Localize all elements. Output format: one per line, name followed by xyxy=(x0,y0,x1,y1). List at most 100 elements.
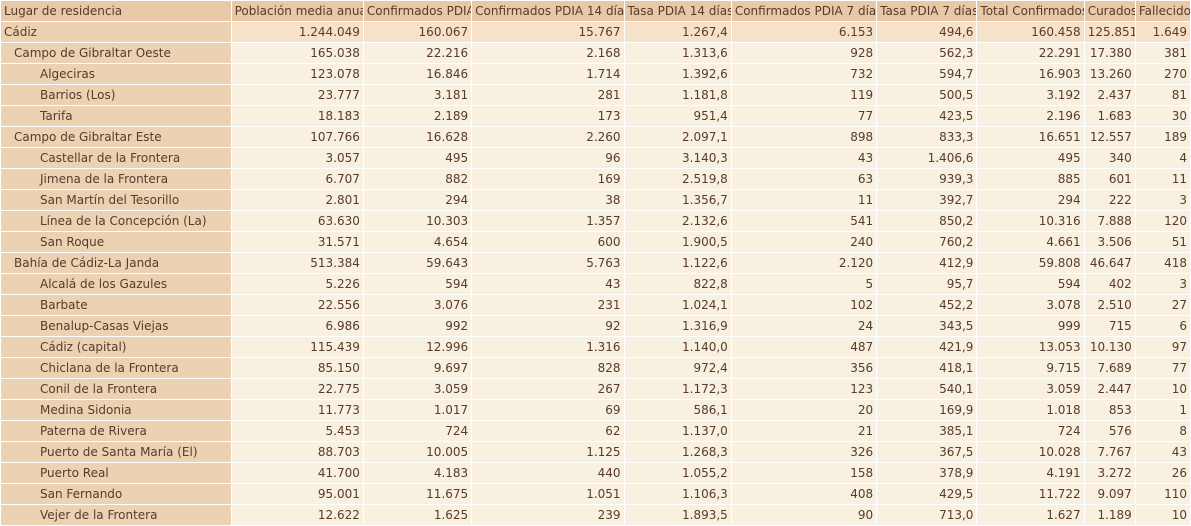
cell-tasa-7-dias: 421,9 xyxy=(877,337,977,357)
cell-confirmados-14-dias: 281 xyxy=(472,85,624,105)
cell-fallecidos: 10 xyxy=(1135,505,1190,525)
cell-lugar: Puerto Real xyxy=(1,463,231,483)
cell-curados: 222 xyxy=(1084,190,1135,210)
cell-curados: 2.510 xyxy=(1084,295,1135,315)
table-row: San Martín del Tesorillo 2.801 294 38 1.356,… xyxy=(1,190,1190,210)
cell-confirmados-pdia: 1.017 xyxy=(363,400,472,420)
cell-lugar: Bahía de Cádiz-La Janda xyxy=(1,253,231,273)
column-header-fallecidos[interactable]: Fallecidos xyxy=(1135,1,1190,21)
cell-total-confirmados: 9.715 xyxy=(977,358,1084,378)
cell-tasa-14-dias: 1.024,1 xyxy=(624,295,731,315)
column-header-poblacion[interactable]: Población media anual xyxy=(231,1,363,21)
cell-tasa-7-dias: 423,5 xyxy=(877,106,977,126)
cell-confirmados-7-dias: 20 xyxy=(731,400,877,420)
cell-confirmados-pdia: 4.654 xyxy=(363,232,472,252)
cell-fallecidos: 51 xyxy=(1135,232,1190,252)
column-header-confirmados-pdia[interactable]: Confirmados PDIA xyxy=(363,1,472,21)
column-header-curados[interactable]: Curados xyxy=(1084,1,1135,21)
cell-tasa-14-dias: 1.122,6 xyxy=(624,253,731,273)
cell-confirmados-14-dias: 440 xyxy=(472,463,624,483)
cell-curados: 3.272 xyxy=(1084,463,1135,483)
cell-total-confirmados: 2.196 xyxy=(977,106,1084,126)
column-header-tasa-14-dias[interactable]: Tasa PDIA 14 días xyxy=(624,1,731,21)
cell-tasa-14-dias: 1.137,0 xyxy=(624,421,731,441)
cell-tasa-7-dias: 367,5 xyxy=(877,442,977,462)
cell-tasa-14-dias: 1.106,3 xyxy=(624,484,731,504)
cell-confirmados-pdia: 16.628 xyxy=(363,127,472,147)
cell-fallecidos: 270 xyxy=(1135,64,1190,84)
table-row: Cádiz (capital) 115.439 12.996 1.316 1.140,0… xyxy=(1,337,1190,357)
cell-confirmados-14-dias: 239 xyxy=(472,505,624,525)
cell-poblacion: 85.150 xyxy=(231,358,363,378)
cell-fallecidos: 120 xyxy=(1135,211,1190,231)
column-header-tasa-7-dias[interactable]: Tasa PDIA 7 días xyxy=(877,1,977,21)
cell-tasa-7-dias: 95,7 xyxy=(877,274,977,294)
cell-tasa-14-dias: 1.267,4 xyxy=(624,22,731,42)
cell-fallecidos: 3 xyxy=(1135,190,1190,210)
cell-tasa-14-dias: 822,8 xyxy=(624,274,731,294)
cell-tasa-14-dias: 1.893,5 xyxy=(624,505,731,525)
cell-total-confirmados: 294 xyxy=(977,190,1084,210)
cell-curados: 340 xyxy=(1084,148,1135,168)
table-body: Cádiz 1.244.049 160.067 15.767 1.267,4 6.153 4… xyxy=(1,22,1190,525)
cell-confirmados-14-dias: 2.168 xyxy=(472,43,624,63)
cell-tasa-7-dias: 713,0 xyxy=(877,505,977,525)
cell-confirmados-7-dias: 240 xyxy=(731,232,877,252)
cell-confirmados-7-dias: 326 xyxy=(731,442,877,462)
column-header-confirmados-14-dias[interactable]: Confirmados PDIA 14 días xyxy=(472,1,624,21)
cell-total-confirmados: 3.078 xyxy=(977,295,1084,315)
cell-tasa-14-dias: 1.140,0 xyxy=(624,337,731,357)
cell-total-confirmados: 3.192 xyxy=(977,85,1084,105)
cell-tasa-7-dias: 540,1 xyxy=(877,379,977,399)
cell-curados: 576 xyxy=(1084,421,1135,441)
cell-curados: 2.447 xyxy=(1084,379,1135,399)
cell-confirmados-14-dias: 1.316 xyxy=(472,337,624,357)
cell-fallecidos: 26 xyxy=(1135,463,1190,483)
column-header-confirmados-7-dias[interactable]: Confirmados PDIA 7 días xyxy=(731,1,877,21)
cell-tasa-14-dias: 2.097,1 xyxy=(624,127,731,147)
cell-confirmados-7-dias: 487 xyxy=(731,337,877,357)
cell-total-confirmados: 3.059 xyxy=(977,379,1084,399)
cell-total-confirmados: 16.651 xyxy=(977,127,1084,147)
table-row: Puerto de Santa María (El) 88.703 10.005 1.… xyxy=(1,442,1190,462)
cell-confirmados-7-dias: 408 xyxy=(731,484,877,504)
cell-confirmados-14-dias: 600 xyxy=(472,232,624,252)
cell-confirmados-pdia: 4.183 xyxy=(363,463,472,483)
table-row: Vejer de la Frontera 12.622 1.625 239 1.893,… xyxy=(1,505,1190,525)
cell-confirmados-7-dias: 356 xyxy=(731,358,877,378)
column-header-total-confirmados[interactable]: Total Confirmados xyxy=(977,1,1084,21)
cell-fallecidos: 81 xyxy=(1135,85,1190,105)
cell-lugar: Vejer de la Frontera xyxy=(1,505,231,525)
table-row: Benalup-Casas Viejas 6.986 992 92 1.316,9 24 3… xyxy=(1,316,1190,336)
cell-tasa-14-dias: 1.268,3 xyxy=(624,442,731,462)
cell-lugar: Algeciras xyxy=(1,64,231,84)
cell-confirmados-7-dias: 119 xyxy=(731,85,877,105)
cell-tasa-7-dias: 392,7 xyxy=(877,190,977,210)
cell-confirmados-14-dias: 1.051 xyxy=(472,484,624,504)
cell-tasa-7-dias: 939,3 xyxy=(877,169,977,189)
cell-confirmados-7-dias: 11 xyxy=(731,190,877,210)
cell-tasa-14-dias: 1.055,2 xyxy=(624,463,731,483)
cell-confirmados-7-dias: 43 xyxy=(731,148,877,168)
cell-lugar: Puerto de Santa María (El) xyxy=(1,442,231,462)
cell-confirmados-14-dias: 5.763 xyxy=(472,253,624,273)
cell-tasa-14-dias: 1.900,5 xyxy=(624,232,731,252)
cell-fallecidos: 6 xyxy=(1135,316,1190,336)
cell-curados: 17.380 xyxy=(1084,43,1135,63)
table-row: Algeciras 123.078 16.846 1.714 1.392,6 732 594… xyxy=(1,64,1190,84)
cell-poblacion: 6.986 xyxy=(231,316,363,336)
cell-confirmados-14-dias: 2.260 xyxy=(472,127,624,147)
cell-curados: 46.647 xyxy=(1084,253,1135,273)
cell-fallecidos: 27 xyxy=(1135,295,1190,315)
cell-confirmados-7-dias: 63 xyxy=(731,169,877,189)
cell-poblacion: 513.384 xyxy=(231,253,363,273)
cell-poblacion: 95.001 xyxy=(231,484,363,504)
cell-total-confirmados: 1.627 xyxy=(977,505,1084,525)
table-row: Paterna de Rivera 5.453 724 62 1.137,0 21 385,… xyxy=(1,421,1190,441)
cell-lugar: Chiclana de la Frontera xyxy=(1,358,231,378)
column-header-lugar[interactable]: Lugar de residencia xyxy=(1,1,231,21)
table-row: Campo de Gibraltar Oeste 165.038 22.216 2.1… xyxy=(1,43,1190,63)
table-header-row: Lugar de residencia Población media anua… xyxy=(1,1,1190,21)
cell-tasa-7-dias: 429,5 xyxy=(877,484,977,504)
cell-confirmados-14-dias: 231 xyxy=(472,295,624,315)
